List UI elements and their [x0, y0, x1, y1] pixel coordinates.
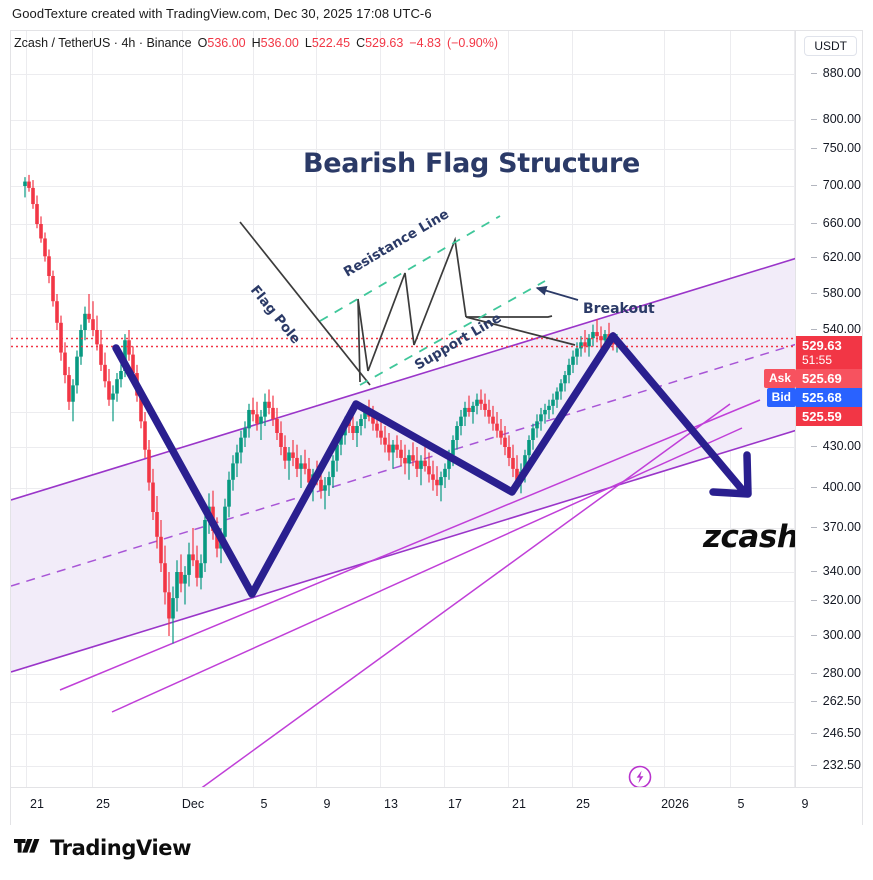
price-tick: 580.00	[810, 286, 861, 300]
price-tick: 280.00	[810, 666, 861, 680]
bid-tag: Bid	[766, 388, 796, 407]
time-tick: 13	[384, 797, 398, 811]
time-tick: Dec	[181, 797, 205, 811]
pattern-title: Bearish Flag Structure	[303, 148, 641, 179]
tradingview-logo-icon	[14, 839, 40, 853]
price-tick: 620.00	[810, 250, 861, 264]
price-tick: 400.00	[810, 480, 861, 494]
price-tick-dash	[810, 673, 817, 674]
price-tick: 340.00	[810, 564, 861, 578]
price-tick: 246.50	[810, 726, 861, 740]
price-tick-dash	[810, 765, 817, 766]
time-tick: 5	[737, 797, 745, 811]
time-tick: 25	[576, 797, 590, 811]
price-tick: 800.00	[810, 112, 861, 126]
price-tick: 370.00	[810, 520, 861, 534]
price-tick-dash	[810, 223, 817, 224]
price-tick-dash	[810, 148, 817, 149]
price-tick: 232.50	[810, 758, 861, 772]
bid-price-badge: 525.68	[796, 388, 862, 407]
ask-price-badge: 525.69	[796, 369, 862, 388]
price-tick-dash	[810, 329, 817, 330]
price-tick-dash	[810, 487, 817, 488]
attribution-text: GoodTexture created with TradingView.com…	[12, 6, 432, 21]
legend-low: L522.45	[304, 36, 351, 50]
price-tick: 880.00	[810, 66, 861, 80]
chart-legend[interactable]: Zcash / TetherUS · 4h · Binance O536.00 …	[14, 36, 498, 50]
legend-open: O536.00	[197, 36, 246, 50]
price-tick: 660.00	[810, 216, 861, 230]
previous-price-badge: 525.59	[796, 407, 862, 426]
legend-symbol[interactable]: Zcash / TetherUS · 4h · Binance	[14, 36, 192, 50]
time-tick: 25	[96, 797, 110, 811]
price-tick-dash	[810, 600, 817, 601]
price-tick-dash	[810, 733, 817, 734]
price-tick-dash	[810, 635, 817, 636]
price-tick-dash	[810, 527, 817, 528]
time-tick: 9	[801, 797, 809, 811]
zcash-watermark: zcash	[703, 519, 799, 555]
price-tick-dash	[810, 293, 817, 294]
time-tick: 5	[260, 797, 268, 811]
time-tick: 21	[512, 797, 526, 811]
price-tick-dash	[810, 701, 817, 702]
time-tick: 9	[323, 797, 331, 811]
price-tick-dash	[810, 446, 817, 447]
bar-countdown: 51:55	[802, 353, 833, 367]
time-scale[interactable]: 21 25 Dec 5 9 13 17 21 25 2026 5 9	[11, 787, 862, 825]
price-tick: 700.00	[810, 178, 861, 192]
legend-close: C529.63	[356, 36, 404, 50]
price-tick-dash	[810, 119, 817, 120]
price-tick: 540.00	[810, 322, 861, 336]
legend-change-percent: (−0.90%)	[446, 36, 499, 50]
time-tick: 21	[30, 797, 44, 811]
price-tick-dash	[810, 571, 817, 572]
time-tick: 2026	[661, 797, 689, 811]
price-tick: 320.00	[810, 593, 861, 607]
price-tick-dash	[810, 185, 817, 186]
price-tick: 430.00	[810, 439, 861, 453]
legend-high: H536.00	[251, 36, 299, 50]
tradingview-wordmark: TradingView	[50, 836, 192, 860]
last-price-badge: 529.63 51:55	[796, 336, 862, 369]
time-tick: 17	[448, 797, 462, 811]
price-tick: 750.00	[810, 141, 861, 155]
price-tick: 262.50	[810, 694, 861, 708]
ask-tag: Ask	[763, 369, 796, 388]
price-tick: 300.00	[810, 628, 861, 642]
legend-change: −4.83	[409, 36, 441, 50]
price-tick-dash	[810, 73, 817, 74]
footer-branding: TradingView	[14, 836, 191, 860]
currency-chip[interactable]: USDT	[804, 36, 857, 56]
price-tick-dash	[810, 257, 817, 258]
